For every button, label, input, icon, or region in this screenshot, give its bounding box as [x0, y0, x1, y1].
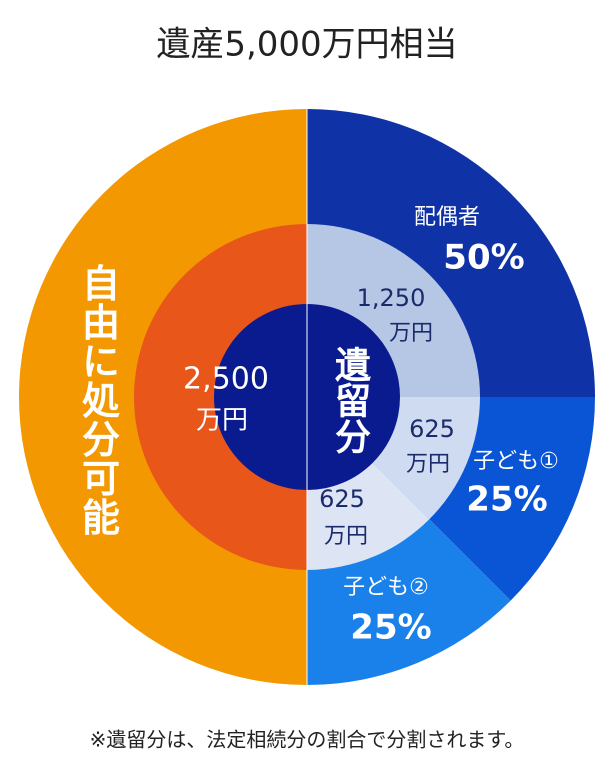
child1-share: 25% [466, 480, 547, 520]
spouse-share: 50% [443, 238, 524, 278]
child1-amount: 625 [409, 415, 455, 443]
center-label: 遺留分 [329, 346, 371, 454]
spouse-unit: 万円 [389, 321, 433, 346]
child2-amount: 625 [319, 485, 365, 513]
free-label: 自由に処分可能 [76, 264, 120, 537]
title: 遺産5,000万円相当 [156, 25, 457, 65]
free-unit: 万円 [196, 406, 248, 436]
footnote: ※遺留分は、法定相続分の割合で分割されます。 [90, 728, 525, 752]
spouse-label: 配偶者 [414, 205, 480, 230]
child2-unit: 万円 [324, 524, 368, 549]
spouse-amount: 1,250 [357, 284, 426, 312]
child2-share: 25% [350, 608, 431, 648]
child1-label: 子ども① [473, 449, 559, 474]
free-amount: 2,500 [183, 362, 269, 397]
child1-unit: 万円 [406, 452, 450, 477]
child2-label: 子ども② [343, 575, 429, 600]
